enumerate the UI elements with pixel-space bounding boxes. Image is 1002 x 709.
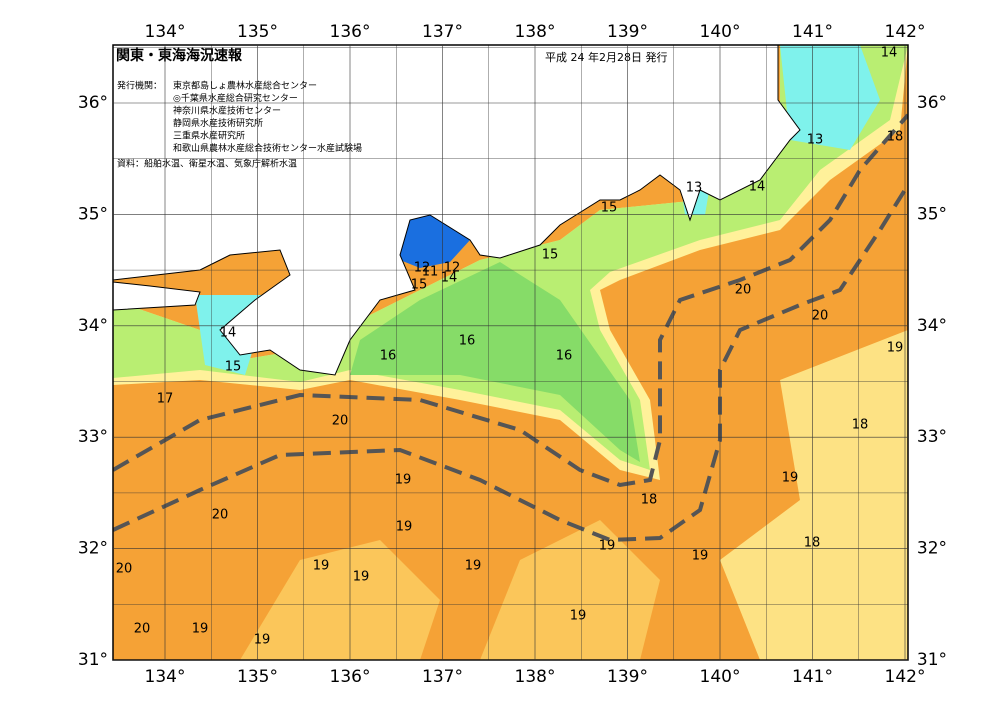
- lon-tick-label: 135°: [237, 667, 278, 687]
- lat-tick-label: 34°: [78, 316, 108, 336]
- lat-tick-label: 36°: [917, 93, 947, 113]
- lat-tick-label: 34°: [917, 316, 947, 336]
- lat-tick-label: 31°: [917, 650, 947, 670]
- contour-label: 19: [570, 609, 587, 624]
- cool-water: [240, 540, 440, 660]
- contour-label: 19: [313, 559, 330, 574]
- contour-label: 20: [212, 508, 229, 523]
- contour-label: 19: [192, 622, 209, 637]
- lon-tick-label: 142°: [885, 22, 926, 42]
- cool-water: [480, 520, 660, 660]
- lat-tick-label: 32°: [917, 539, 947, 559]
- contour-label: 19: [887, 341, 904, 356]
- contour-label: 19: [692, 549, 709, 564]
- contour-label: 15: [601, 201, 618, 216]
- current-path: [113, 113, 908, 488]
- contour-label: 19: [599, 539, 616, 554]
- contour-label: 20: [812, 309, 829, 324]
- contour-label: 19: [782, 471, 799, 486]
- contour-label: 19: [254, 633, 271, 648]
- contour-label: 14: [749, 180, 766, 195]
- publisher: 神奈川県水産技術センター: [173, 105, 281, 117]
- lon-tick-label: 139°: [607, 667, 648, 687]
- contour-label: 17: [157, 392, 174, 407]
- publisher: 和歌山県農林水産総合技術センター水産試験場: [173, 142, 362, 154]
- contour-label: 14: [220, 326, 237, 341]
- lon-tick-label: 142°: [885, 667, 926, 687]
- publisher: ◎千葉県水産総合研究センター: [173, 92, 298, 104]
- contour-label: 20: [116, 562, 133, 577]
- publisher-label: 発行機関：: [117, 80, 162, 92]
- contour-label: 20: [134, 622, 151, 637]
- contour-label: 20: [735, 283, 752, 298]
- lon-tick-label: 134°: [145, 22, 186, 42]
- contour-label: 18: [641, 493, 658, 508]
- contour-label: 19: [353, 570, 370, 585]
- lon-tick-label: 139°: [607, 22, 648, 42]
- contour-label: 14: [881, 46, 898, 61]
- contour-label: 12: [414, 261, 431, 276]
- cool-water: [720, 330, 908, 660]
- publisher: 東京都島しょ農林水産総合センター: [173, 80, 317, 92]
- green-water: [350, 262, 640, 462]
- contour-label: 11: [422, 265, 439, 280]
- lon-tick-label: 140°: [700, 22, 741, 42]
- lon-tick-label: 137°: [422, 667, 463, 687]
- lon-tick-label: 138°: [515, 22, 556, 42]
- lat-tick-label: 32°: [78, 539, 108, 559]
- contour-label: 20: [332, 414, 349, 429]
- lon-tick-label: 140°: [700, 667, 741, 687]
- half-grid: [113, 45, 908, 660]
- contour-label: 19: [396, 520, 413, 535]
- current-path: [113, 183, 908, 543]
- contour-label: 13: [807, 133, 824, 148]
- source: 資料：船舶水温、衛星水温、気象庁解析水温: [117, 158, 297, 170]
- lat-tick-label: 35°: [78, 204, 108, 224]
- contour-label: 16: [380, 349, 397, 364]
- contour-label: 19: [465, 559, 482, 574]
- sea-surface: [113, 45, 908, 660]
- bay-water: [400, 210, 470, 268]
- lat-tick-label: 31°: [78, 650, 108, 670]
- lon-tick-label: 135°: [237, 22, 278, 42]
- title: 関東・東海海況速報: [116, 47, 243, 64]
- contour-label: 16: [556, 349, 573, 364]
- contour-label: 15: [225, 360, 242, 375]
- contour-label: 18: [887, 130, 904, 145]
- contour-label: 19: [395, 473, 412, 488]
- cold-water: [780, 45, 880, 150]
- publisher: 静岡県水産技術研究所: [173, 117, 263, 129]
- lat-tick-label: 33°: [78, 427, 108, 447]
- contour-label: 16: [459, 334, 476, 349]
- publisher: 三重県水産研究所: [173, 130, 245, 142]
- contour-label: 15: [411, 278, 428, 293]
- lon-tick-label: 134°: [145, 667, 186, 687]
- contour-label: 18: [804, 536, 821, 551]
- contour-label: 18: [852, 418, 869, 433]
- lon-tick-label: 141°: [792, 22, 833, 42]
- lon-tick-label: 141°: [792, 667, 833, 687]
- lon-tick-label: 136°: [330, 667, 371, 687]
- contour-label: 15: [542, 248, 559, 263]
- contour-label: 12: [444, 261, 461, 276]
- contour-label: 13: [686, 181, 703, 196]
- lon-tick-label: 136°: [330, 22, 371, 42]
- lat-tick-label: 36°: [78, 93, 108, 113]
- lat-tick-label: 35°: [917, 204, 947, 224]
- contour-label: 14: [441, 271, 458, 286]
- lon-tick-label: 138°: [515, 667, 556, 687]
- lon-tick-label: 137°: [422, 22, 463, 42]
- land: [113, 281, 201, 311]
- date: 平成 24 年2月28日 発行: [545, 50, 667, 64]
- lat-tick-label: 33°: [917, 427, 947, 447]
